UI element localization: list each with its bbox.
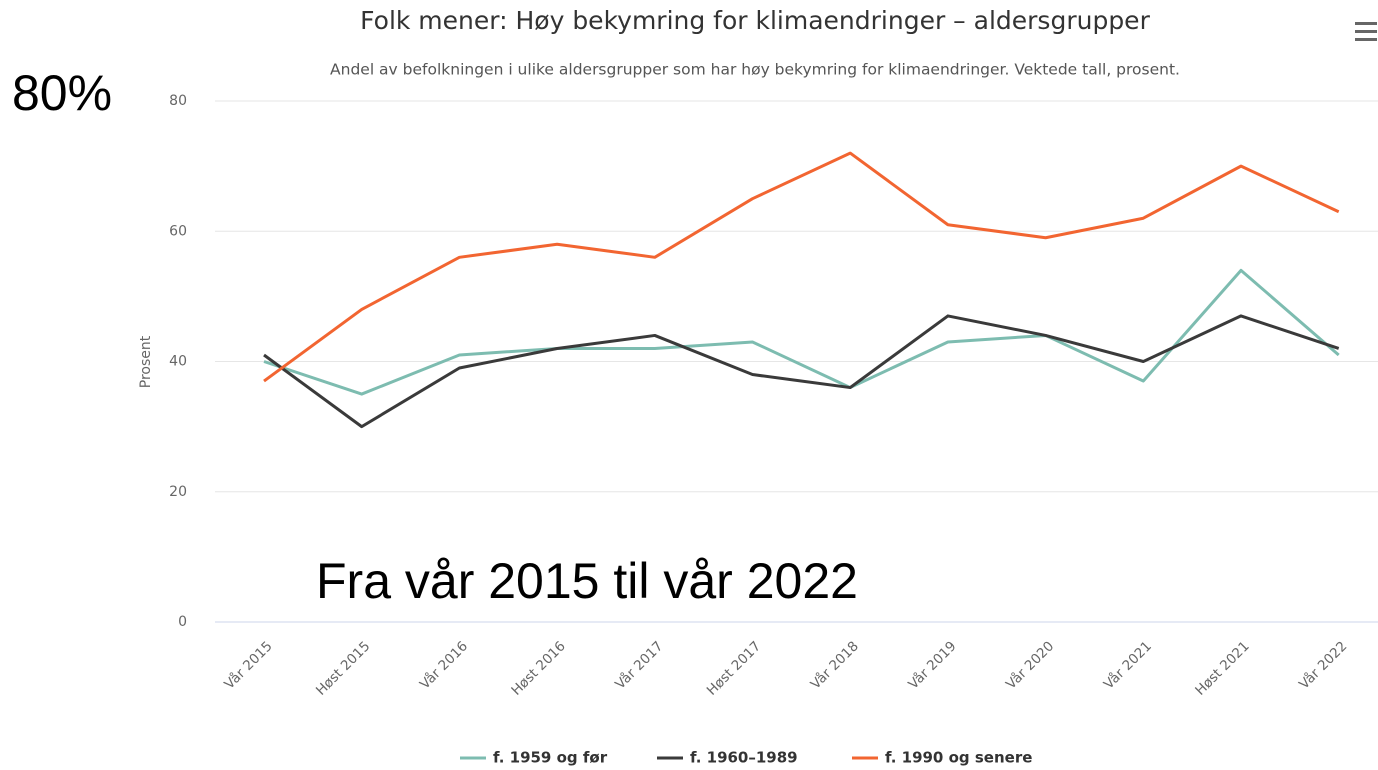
x-tick-label: Vår 2017 (612, 638, 667, 693)
annotation: 80% (12, 65, 112, 121)
y-tick-label: 20 (169, 484, 187, 500)
chart-title: Folk mener: Høy bekymring for klimaendri… (360, 6, 1150, 35)
x-tick-label: Høst 2015 (313, 638, 373, 698)
legend-label: f. 1990 og senere (885, 749, 1032, 767)
legend-label: f. 1960–1989 (690, 749, 798, 767)
legend-label: f. 1959 og før (493, 749, 608, 767)
x-tick-label: Vår 2015 (221, 638, 276, 693)
x-tick-label: Vår 2022 (1295, 638, 1350, 693)
chart-subtitle: Andel av befolkningen i ulike aldersgrup… (330, 61, 1180, 79)
y-tick-label: 0 (178, 614, 187, 630)
menu-bar (1355, 38, 1377, 41)
x-tick-label: Vår 2018 (807, 638, 862, 693)
x-tick-label: Høst 2016 (508, 638, 568, 698)
series-line (263, 314, 1340, 429)
series-line (263, 268, 1340, 396)
y-tick-label: 40 (169, 354, 187, 370)
x-tick-label: Vår 2019 (905, 638, 960, 693)
menu-icon[interactable] (1355, 22, 1377, 41)
y-tick-label: 80 (169, 93, 187, 109)
y-axis-label: Prosent (138, 335, 154, 388)
x-tick-label: Høst 2021 (1192, 638, 1252, 698)
annotation: Fra vår 2015 til vår 2022 (316, 553, 858, 609)
x-tick-label: Vår 2020 (1002, 638, 1057, 693)
x-tick-label: Vår 2021 (1100, 638, 1155, 693)
x-tick-label: Vår 2016 (416, 638, 471, 693)
x-tick-label: Høst 2017 (704, 638, 764, 698)
menu-bar (1355, 30, 1377, 33)
menu-bar (1355, 22, 1377, 25)
y-tick-label: 60 (169, 223, 187, 239)
series-line (263, 151, 1340, 383)
